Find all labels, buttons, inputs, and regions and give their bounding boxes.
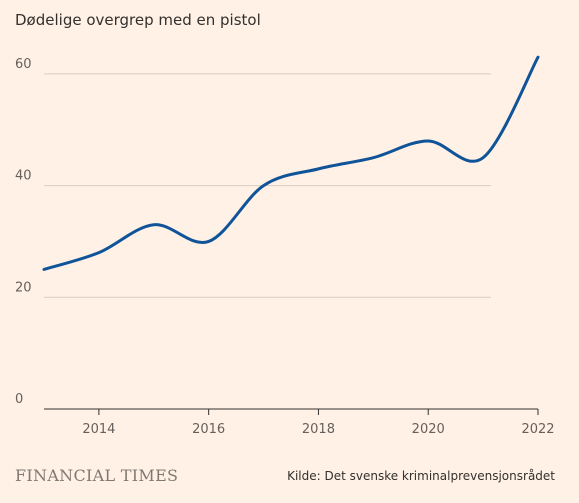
x-tick-label: 2022 (521, 422, 554, 437)
x-tick-label: 2018 (302, 422, 335, 437)
y-tick-label: 0 (15, 392, 23, 407)
y-tick-label: 60 (15, 57, 32, 72)
x-axis (44, 408, 539, 415)
x-tick-label: 2014 (82, 422, 115, 437)
y-tick-label: 40 (15, 169, 32, 184)
series-layer (42, 55, 540, 271)
gridlines (44, 73, 491, 298)
chart-title: Dødelige overgrep med en pistol (15, 11, 261, 29)
source-note: Kilde: Det svenske kriminalprevensjonsrå… (287, 469, 555, 483)
y-tick-label: 20 (15, 280, 32, 295)
x-tick-label: 2020 (412, 422, 445, 437)
ft-logo: FINANCIAL TIMES (15, 466, 179, 485)
x-tick-labels: 2014 2016 2018 2020 2022 (82, 422, 554, 437)
y-tick-labels: 0 20 40 60 (15, 57, 32, 407)
series-line (42, 55, 540, 271)
x-tick-label: 2016 (192, 422, 225, 437)
